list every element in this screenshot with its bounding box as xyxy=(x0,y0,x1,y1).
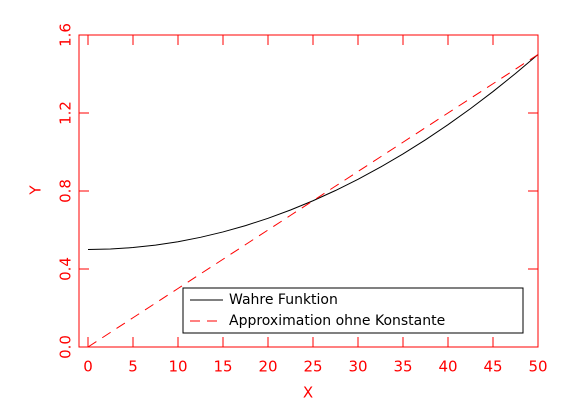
x-tick-label: 10 xyxy=(168,358,187,376)
legend: Wahre Funktion Approximation ohne Konstan… xyxy=(182,287,524,334)
legend-label: Wahre Funktion xyxy=(229,292,338,308)
y-axis-label: Y xyxy=(27,185,45,196)
x-tick-label: 15 xyxy=(213,358,232,376)
x-axis-label: X xyxy=(303,384,313,402)
y-tick-label: 1.6 xyxy=(57,23,75,47)
x-tick-label: 0 xyxy=(83,358,93,376)
x-tick-label: 40 xyxy=(438,358,457,376)
x-tick-label: 45 xyxy=(483,358,502,376)
x-tick-label: 25 xyxy=(303,358,322,376)
x-tick-label: 20 xyxy=(258,358,277,376)
legend-label: Approximation ohne Konstante xyxy=(229,313,445,329)
y-tick-label: 0.8 xyxy=(57,179,75,203)
y-tick-label: 1.2 xyxy=(57,101,75,125)
x-tick-label: 50 xyxy=(528,358,547,376)
x-tick-label: 35 xyxy=(393,358,412,376)
y-tick-label: 0.4 xyxy=(57,257,75,281)
data-line xyxy=(87,54,539,348)
legend-box xyxy=(182,287,524,334)
x-tick-label: 30 xyxy=(348,358,367,376)
y-tick-label: 0.0 xyxy=(57,335,75,359)
data-line xyxy=(87,54,539,250)
x-tick-label: 5 xyxy=(128,358,138,376)
